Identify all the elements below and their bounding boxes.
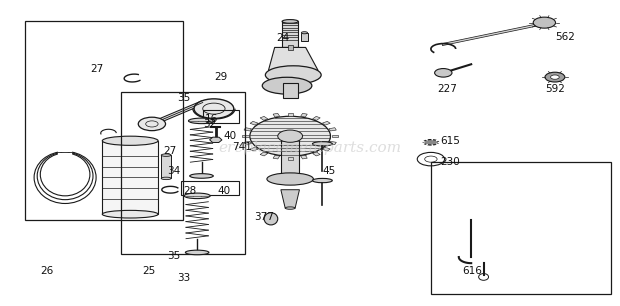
Bar [244, 128, 252, 131]
Bar [121, 92, 245, 254]
Ellipse shape [312, 178, 332, 183]
Ellipse shape [188, 118, 215, 124]
Ellipse shape [102, 211, 158, 218]
Text: 230: 230 [440, 157, 460, 167]
Circle shape [551, 75, 559, 79]
Bar [260, 152, 268, 156]
Bar [301, 155, 308, 159]
Circle shape [138, 117, 166, 131]
Bar [102, 141, 158, 214]
Bar [260, 116, 268, 120]
Text: 616: 616 [462, 266, 482, 276]
Bar [250, 121, 258, 125]
Text: 615: 615 [440, 136, 460, 146]
Bar [281, 138, 299, 177]
Circle shape [435, 69, 452, 77]
Ellipse shape [264, 213, 278, 225]
Bar [332, 135, 338, 137]
Text: 29: 29 [214, 72, 227, 81]
Text: 35: 35 [167, 251, 180, 260]
Ellipse shape [184, 193, 210, 199]
Bar [312, 116, 320, 120]
Bar [203, 110, 239, 123]
Circle shape [278, 130, 303, 142]
Circle shape [533, 17, 556, 28]
Bar [161, 155, 171, 178]
Ellipse shape [102, 136, 158, 145]
Text: ereplacementparts.com: ereplacementparts.com [218, 141, 402, 155]
Ellipse shape [301, 32, 308, 34]
Bar [301, 114, 308, 117]
Text: 227: 227 [437, 84, 457, 94]
Bar [288, 113, 293, 116]
Bar [250, 147, 258, 151]
Bar [301, 33, 308, 41]
Bar [282, 21, 298, 47]
Text: 25: 25 [143, 266, 156, 276]
Ellipse shape [161, 154, 171, 156]
Text: 45: 45 [322, 166, 335, 176]
Text: 33: 33 [177, 274, 190, 283]
Bar [283, 83, 298, 98]
Ellipse shape [312, 142, 332, 146]
Text: 34: 34 [167, 166, 180, 176]
Polygon shape [281, 190, 299, 208]
Ellipse shape [282, 20, 298, 23]
Bar [273, 155, 280, 159]
Polygon shape [268, 47, 318, 70]
Text: 26: 26 [40, 266, 53, 276]
Circle shape [545, 72, 565, 82]
Text: 741: 741 [232, 142, 252, 152]
Bar [329, 128, 336, 131]
Ellipse shape [285, 207, 295, 209]
Ellipse shape [423, 140, 439, 145]
Text: 40: 40 [217, 186, 230, 196]
Bar [288, 45, 293, 50]
Text: 28: 28 [183, 186, 196, 196]
Bar [431, 162, 611, 294]
Bar [273, 114, 280, 117]
Circle shape [194, 99, 234, 118]
Ellipse shape [161, 177, 171, 180]
Text: 27: 27 [163, 147, 176, 156]
Text: 377: 377 [254, 212, 274, 222]
Bar [25, 21, 183, 220]
Bar [329, 141, 336, 145]
Ellipse shape [265, 66, 321, 84]
Bar [322, 121, 330, 125]
Ellipse shape [190, 174, 213, 178]
Bar [181, 181, 239, 195]
Ellipse shape [185, 250, 209, 255]
Text: 24: 24 [276, 33, 289, 43]
Bar [242, 135, 249, 137]
Text: 35: 35 [177, 93, 190, 103]
Text: 562: 562 [555, 32, 575, 42]
Text: 27: 27 [90, 64, 103, 74]
Text: 16: 16 [205, 114, 218, 124]
Ellipse shape [267, 173, 314, 185]
Text: 40: 40 [223, 131, 236, 141]
Bar [244, 141, 252, 145]
Bar [288, 157, 293, 160]
Ellipse shape [262, 77, 312, 94]
Text: 592: 592 [546, 84, 565, 94]
Bar [322, 147, 330, 151]
Text: 32: 32 [203, 119, 216, 129]
Circle shape [250, 116, 330, 156]
Bar [312, 152, 320, 156]
